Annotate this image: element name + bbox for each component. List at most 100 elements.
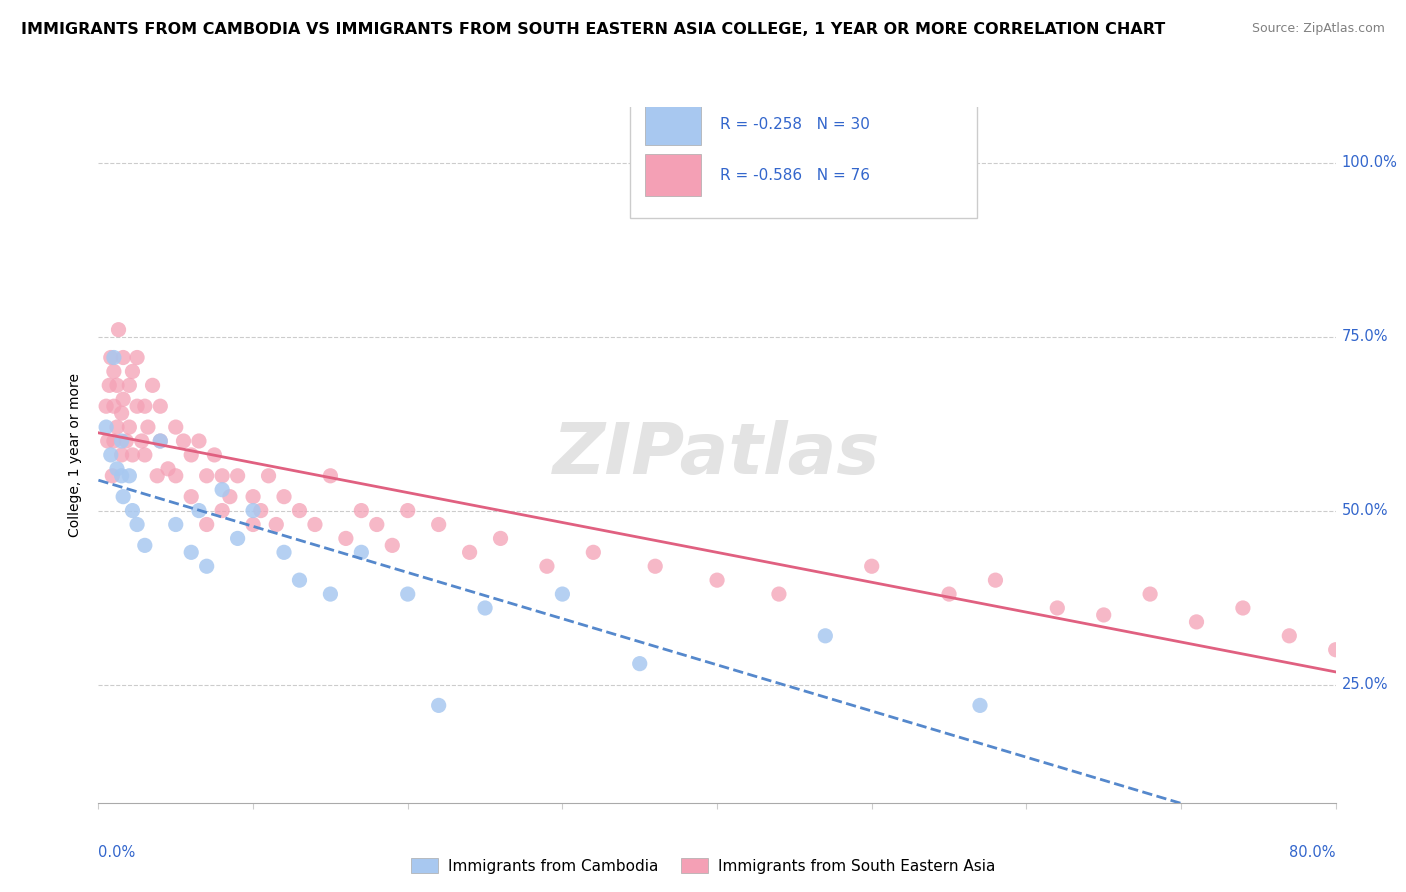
Point [242, 490, 264, 504]
Point [96, 420, 118, 434]
Point [100, 351, 122, 365]
Point [149, 399, 172, 413]
Point [149, 434, 172, 448]
Point [127, 517, 149, 532]
Point [136, 420, 159, 434]
Point [211, 468, 233, 483]
Point [121, 448, 143, 462]
Point [350, 503, 373, 517]
Point [242, 503, 264, 517]
Point [127, 399, 149, 413]
FancyBboxPatch shape [645, 154, 702, 196]
Point [350, 545, 373, 559]
Text: 0.0%: 0.0% [98, 845, 135, 860]
Point [366, 517, 388, 532]
Point [644, 559, 666, 574]
Point [112, 392, 135, 407]
Point [195, 559, 218, 574]
Point [1139, 587, 1161, 601]
Point [195, 468, 218, 483]
Point [195, 517, 218, 532]
Point [396, 587, 419, 601]
Point [121, 364, 143, 378]
Point [319, 587, 342, 601]
Point [335, 532, 357, 546]
Text: 100.0%: 100.0% [1341, 155, 1398, 170]
Point [814, 629, 837, 643]
Point [188, 503, 211, 517]
Point [427, 698, 450, 713]
FancyBboxPatch shape [645, 103, 702, 145]
Point [115, 434, 138, 448]
Point [860, 559, 883, 574]
Point [1185, 615, 1208, 629]
Point [96, 399, 118, 413]
Point [131, 434, 153, 448]
Point [141, 378, 165, 392]
Text: R = -0.586   N = 76: R = -0.586 N = 76 [720, 168, 869, 183]
Point [118, 468, 141, 483]
Point [105, 420, 128, 434]
Point [1092, 607, 1115, 622]
Point [381, 538, 404, 552]
Text: 75.0%: 75.0% [1341, 329, 1388, 344]
Point [111, 448, 132, 462]
Point [273, 490, 295, 504]
Point [149, 434, 172, 448]
Point [134, 538, 156, 552]
Point [112, 490, 135, 504]
Point [112, 351, 135, 365]
Point [103, 399, 125, 413]
Point [172, 434, 194, 448]
Point [551, 587, 574, 601]
Point [211, 483, 233, 497]
Point [111, 468, 132, 483]
Point [103, 351, 125, 365]
Point [157, 462, 180, 476]
Point [111, 406, 132, 420]
Point [103, 364, 125, 378]
Text: IMMIGRANTS FROM CAMBODIA VS IMMIGRANTS FROM SOUTH EASTERN ASIA COLLEGE, 1 YEAR O: IMMIGRANTS FROM CAMBODIA VS IMMIGRANTS F… [21, 22, 1166, 37]
Point [458, 545, 481, 559]
Text: 80.0%: 80.0% [1289, 845, 1336, 860]
Point [226, 532, 249, 546]
Point [105, 378, 128, 392]
Point [97, 434, 120, 448]
Point [100, 448, 122, 462]
Point [121, 503, 143, 517]
Point [118, 378, 141, 392]
Point [165, 420, 187, 434]
Text: Source: ZipAtlas.com: Source: ZipAtlas.com [1251, 22, 1385, 36]
Point [1324, 642, 1347, 657]
Point [969, 698, 991, 713]
Point [103, 434, 125, 448]
Point [165, 468, 187, 483]
Point [101, 468, 124, 483]
Point [474, 601, 496, 615]
Point [211, 503, 233, 517]
Point [582, 545, 605, 559]
Point [396, 503, 419, 517]
FancyBboxPatch shape [630, 93, 977, 219]
Point [165, 517, 187, 532]
Point [134, 448, 156, 462]
Point [288, 503, 311, 517]
Text: ZIPatlas: ZIPatlas [554, 420, 880, 490]
Point [105, 462, 128, 476]
Point [180, 545, 202, 559]
Point [273, 545, 295, 559]
Point [768, 587, 790, 601]
Point [242, 517, 264, 532]
Point [628, 657, 651, 671]
Point [111, 434, 132, 448]
Point [134, 399, 156, 413]
Point [319, 468, 342, 483]
Point [219, 490, 242, 504]
Point [250, 503, 273, 517]
Point [1278, 629, 1301, 643]
Point [204, 448, 226, 462]
Text: 50.0%: 50.0% [1341, 503, 1388, 518]
Point [226, 468, 249, 483]
Y-axis label: College, 1 year or more: College, 1 year or more [69, 373, 83, 537]
Text: 25.0%: 25.0% [1341, 677, 1388, 692]
